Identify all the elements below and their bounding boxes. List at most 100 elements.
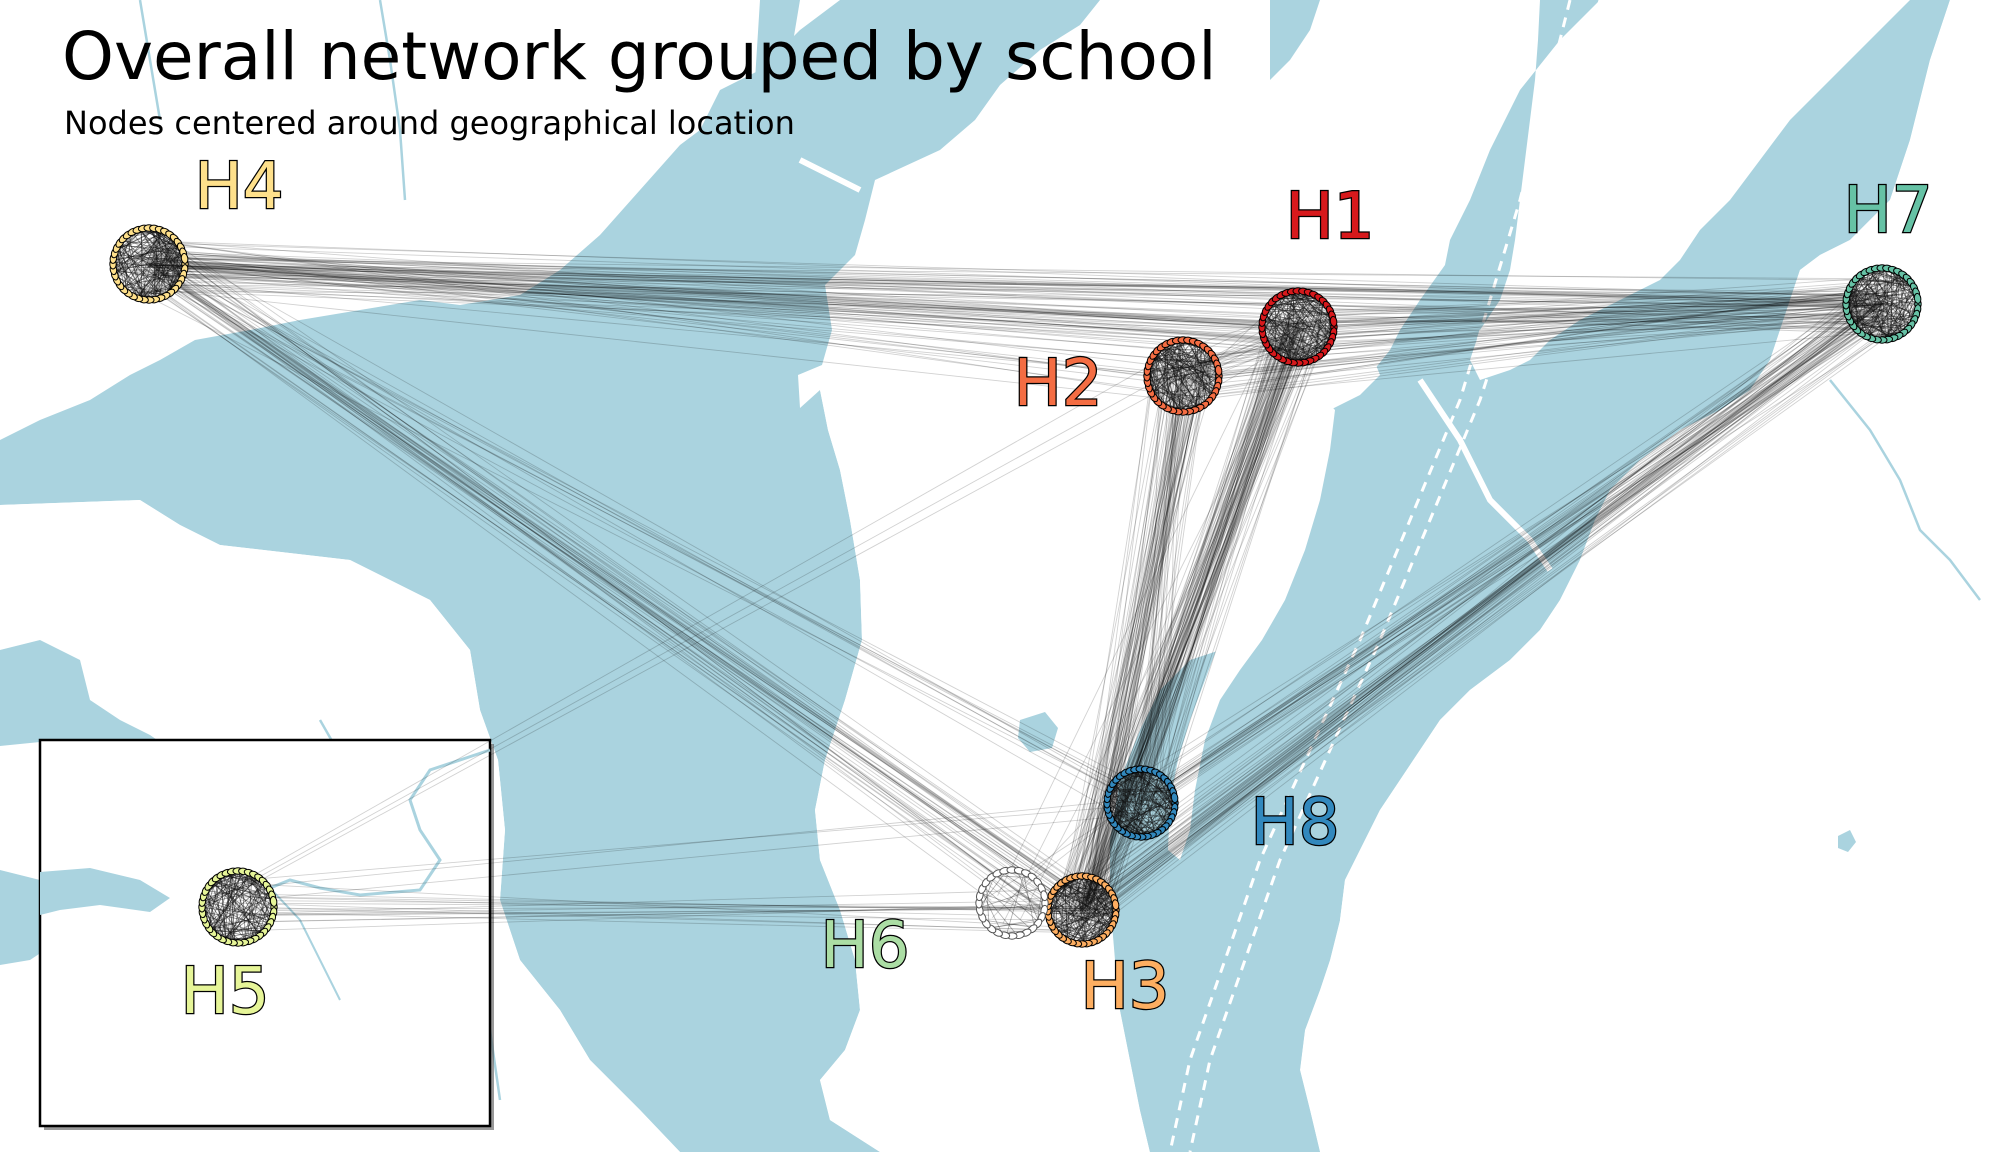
edge (1064, 351, 1170, 885)
edge (1065, 384, 1187, 931)
edge (1158, 379, 1187, 821)
intra-edge (1198, 347, 1203, 407)
edge (148, 264, 1862, 302)
edge (1140, 349, 1180, 803)
edge (1100, 285, 1893, 904)
edge (1067, 322, 1908, 926)
edge (1158, 304, 1281, 798)
intra-edge (1148, 359, 1214, 379)
edge (1096, 392, 1180, 932)
edge (1154, 283, 1882, 802)
edge (139, 256, 1893, 306)
node[interactable] (1913, 292, 1922, 304)
edge (152, 273, 1891, 309)
edge (1078, 394, 1179, 912)
edge (148, 264, 1886, 303)
edge (1112, 374, 1185, 811)
edge (148, 263, 1068, 926)
edge (256, 798, 1137, 887)
node-cluster-h2[interactable] (1143, 336, 1223, 416)
edge (149, 259, 1070, 904)
edge (1069, 299, 1903, 913)
edge (156, 286, 1070, 929)
node[interactable] (1040, 890, 1049, 902)
edge (146, 253, 1196, 382)
edge (125, 259, 1087, 915)
edge (1132, 317, 1893, 807)
intra-edge (1112, 786, 1173, 811)
intra-edge (1273, 347, 1325, 352)
edge (169, 284, 1301, 320)
edge (1151, 319, 1291, 831)
edge (254, 888, 1063, 914)
intra-edge (1113, 784, 1162, 829)
node-cluster-h5[interactable] (198, 867, 278, 947)
edge (1292, 297, 1883, 308)
node[interactable] (1170, 792, 1179, 804)
intra-edge (992, 921, 1038, 928)
node[interactable] (1111, 899, 1120, 911)
edge (1075, 372, 1181, 909)
edge (158, 241, 1208, 385)
edge (1084, 402, 1197, 908)
node-cluster-h7[interactable] (1842, 264, 1922, 344)
edge (1132, 345, 1306, 805)
intra-edge (141, 230, 173, 290)
node[interactable] (269, 895, 278, 907)
intra-edge (1111, 788, 1172, 794)
edge (1136, 305, 1877, 817)
intra-edge (1179, 389, 1215, 411)
edge (1160, 303, 1883, 793)
intra-edge (153, 230, 162, 297)
edge (1070, 368, 1167, 917)
edge (1134, 313, 1891, 808)
edge (1319, 291, 1891, 336)
node-cluster-h4[interactable] (109, 224, 189, 304)
intra-edge (1052, 877, 1078, 897)
edge (1152, 313, 1878, 790)
intra-edge (1036, 892, 1043, 922)
edge (1140, 337, 1302, 804)
edge (1097, 397, 1187, 917)
edge (1068, 356, 1209, 887)
edge-bundle-h5-h6 (211, 896, 1015, 932)
node[interactable] (180, 252, 189, 264)
edge (1136, 353, 1186, 789)
edge-bundle-h4-h6 (119, 246, 1029, 905)
edge (140, 258, 1900, 282)
intra-edge (1848, 298, 1908, 328)
edge (1093, 342, 1279, 889)
intra-edge (1111, 787, 1170, 792)
intra-edge (1118, 770, 1145, 828)
edge (1084, 282, 1882, 899)
edge (216, 909, 1090, 921)
node-cluster-h6[interactable] (975, 866, 1049, 940)
intra-edge (1123, 775, 1144, 836)
edge (1071, 311, 1872, 912)
edge (1163, 319, 1312, 791)
edge (154, 265, 1873, 280)
right-island (1515, 0, 1780, 300)
intra-edge (1055, 928, 1096, 940)
intra-edge (1861, 272, 1869, 332)
edge (150, 264, 1081, 911)
edge (1159, 326, 1298, 817)
edge (1281, 297, 1900, 328)
edge (141, 250, 1880, 318)
edge (1085, 301, 1896, 917)
intra-edge (204, 897, 270, 922)
label-h5: H5 (181, 955, 270, 1029)
node[interactable] (1214, 364, 1223, 376)
node[interactable] (1329, 315, 1338, 327)
edge (143, 258, 1089, 901)
node-cluster-h1[interactable] (1258, 287, 1338, 367)
intra-edge (115, 255, 142, 298)
edge (1134, 305, 1295, 798)
edge (1082, 305, 1880, 898)
edge (1061, 311, 1295, 913)
edge (1134, 346, 1280, 807)
node-cluster-h8[interactable] (1103, 765, 1179, 841)
intra-edge (1164, 349, 1206, 406)
edge (251, 900, 1083, 909)
intra-edge (1051, 897, 1099, 939)
